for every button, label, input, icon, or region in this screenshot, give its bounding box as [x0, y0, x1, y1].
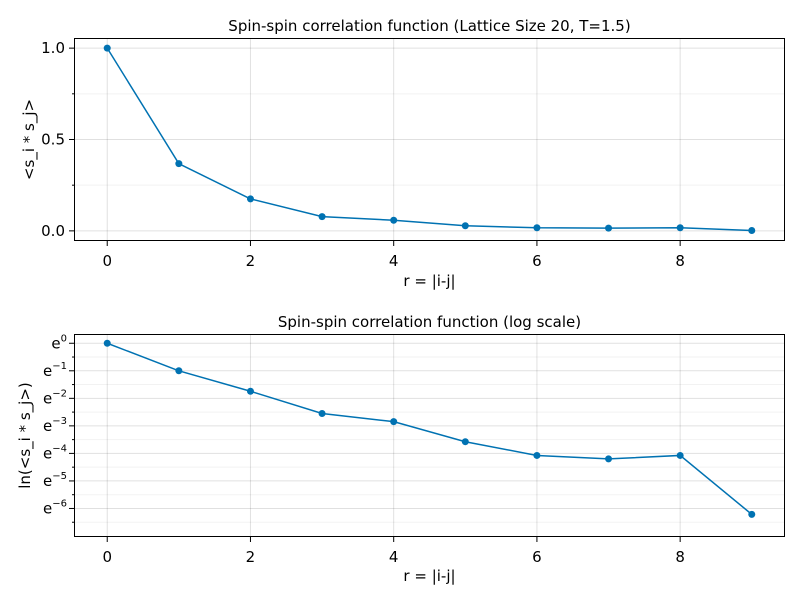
data-point	[246, 195, 254, 203]
axis-ticks	[69, 342, 681, 542]
series-line	[106, 47, 752, 232]
data-point	[390, 216, 398, 224]
data-point	[533, 451, 541, 459]
data-point	[605, 455, 613, 463]
data-point	[246, 387, 254, 395]
data-point	[461, 222, 469, 230]
data-point	[748, 510, 756, 518]
data-point	[175, 367, 183, 375]
y-tick-label: e−5	[43, 471, 67, 490]
chart-title: Spin-spin correlation function (log scal…	[278, 313, 581, 331]
correlation-chart-linear: Spin-spin correlation function (Lattice …	[20, 17, 785, 290]
gridlines	[75, 335, 784, 536]
x-tick-label: 2	[246, 548, 256, 566]
y-tick-labels: e0 e−1 e−2 e−3 e−4 e−5 e−6	[43, 333, 67, 517]
y-tick-labels: 0.0 0.5 1.0	[41, 39, 65, 240]
x-tick-label: 0	[102, 548, 112, 566]
x-tick-labels: 0 2 4 6 8	[102, 548, 684, 566]
y-tick-label: 0.5	[41, 131, 65, 149]
data-point	[676, 451, 684, 459]
x-tick-label: 4	[389, 252, 399, 270]
data-point	[461, 438, 469, 446]
y-axis-label: ln(<s_i * s_j>)	[16, 382, 35, 489]
axis-ticks	[69, 47, 681, 246]
x-tick-label: 6	[532, 548, 542, 566]
x-tick-label: 8	[675, 548, 685, 566]
y-tick-label: e−1	[43, 361, 67, 380]
y-tick-label: 1.0	[41, 39, 65, 57]
x-axis-label: r = |i-j|	[403, 272, 455, 290]
correlation-chart-log: Spin-spin correlation function (log scal…	[16, 313, 785, 585]
y-axis-label: <s_i * s_j>	[20, 99, 39, 180]
x-tick-label: 4	[389, 548, 399, 566]
data-point	[103, 339, 111, 347]
data-point	[318, 213, 326, 221]
x-tick-label: 0	[102, 252, 112, 270]
data-point	[390, 418, 398, 426]
y-tick-label: e−3	[43, 416, 67, 435]
plot-frame	[74, 334, 785, 537]
data-point	[175, 160, 183, 168]
data-points	[103, 44, 756, 234]
y-tick-label: e−2	[43, 388, 67, 407]
gridlines	[75, 39, 784, 240]
data-point	[605, 224, 613, 232]
y-tick-label: e−4	[43, 443, 67, 462]
data-point	[676, 224, 684, 232]
y-tick-label: 0.0	[41, 222, 65, 240]
series-line	[106, 342, 753, 515]
chart-title: Spin-spin correlation function (Lattice …	[228, 17, 630, 35]
x-tick-label: 6	[532, 252, 542, 270]
x-tick-label: 8	[675, 252, 685, 270]
data-points	[103, 339, 756, 518]
x-tick-label: 2	[246, 252, 256, 270]
data-point	[533, 224, 541, 232]
data-point	[318, 410, 326, 418]
x-axis-label: r = |i-j|	[403, 567, 455, 585]
y-tick-label: e0	[51, 333, 67, 352]
y-tick-label: e−6	[43, 498, 67, 517]
data-point	[748, 226, 756, 234]
x-tick-labels: 0 2 4 6 8	[102, 252, 684, 270]
data-point	[103, 44, 111, 52]
